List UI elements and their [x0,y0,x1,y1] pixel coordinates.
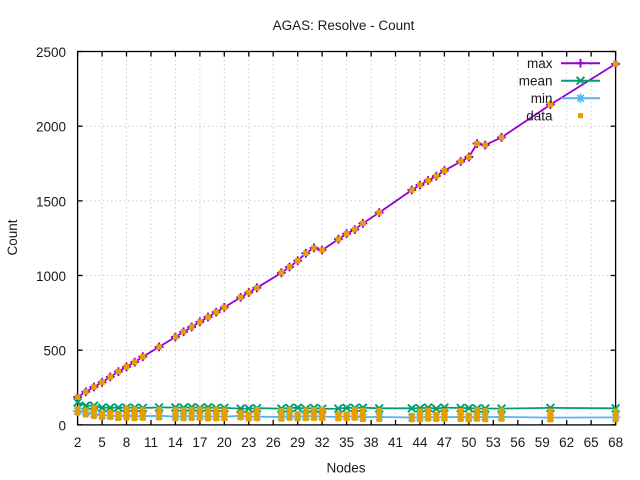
svg-text:mean: mean [519,73,553,88]
svg-text:max: max [527,56,553,71]
svg-text:20: 20 [217,435,232,450]
svg-text:AGAS: Resolve - Count: AGAS: Resolve - Count [273,18,415,33]
svg-text:65: 65 [584,435,599,450]
svg-text:1000: 1000 [36,269,66,284]
svg-text:41: 41 [388,435,403,450]
svg-text:50: 50 [461,435,476,450]
svg-text:8: 8 [123,435,131,450]
svg-text:44: 44 [412,435,428,450]
svg-text:500: 500 [43,344,66,359]
svg-text:11: 11 [144,435,158,450]
svg-text:38: 38 [364,435,379,450]
svg-text:23: 23 [241,435,256,450]
svg-text:5: 5 [98,435,106,450]
svg-text:53: 53 [486,435,501,450]
svg-text:0: 0 [58,418,66,433]
svg-text:26: 26 [266,435,281,450]
svg-text:data: data [526,108,553,123]
svg-text:1500: 1500 [36,194,66,209]
svg-text:29: 29 [290,435,305,450]
svg-text:32: 32 [315,435,330,450]
svg-text:56: 56 [510,435,525,450]
svg-text:35: 35 [339,435,354,450]
svg-text:Nodes: Nodes [326,461,365,476]
svg-text:2: 2 [74,435,82,450]
svg-text:14: 14 [168,435,184,450]
svg-text:17: 17 [192,435,207,450]
svg-text:Count: Count [5,219,20,255]
svg-text:59: 59 [535,435,550,450]
svg-text:2500: 2500 [36,45,66,60]
svg-text:47: 47 [437,435,452,450]
svg-text:min: min [531,91,553,106]
svg-text:2000: 2000 [36,120,66,135]
svg-text:68: 68 [608,435,623,450]
svg-text:62: 62 [559,435,574,450]
